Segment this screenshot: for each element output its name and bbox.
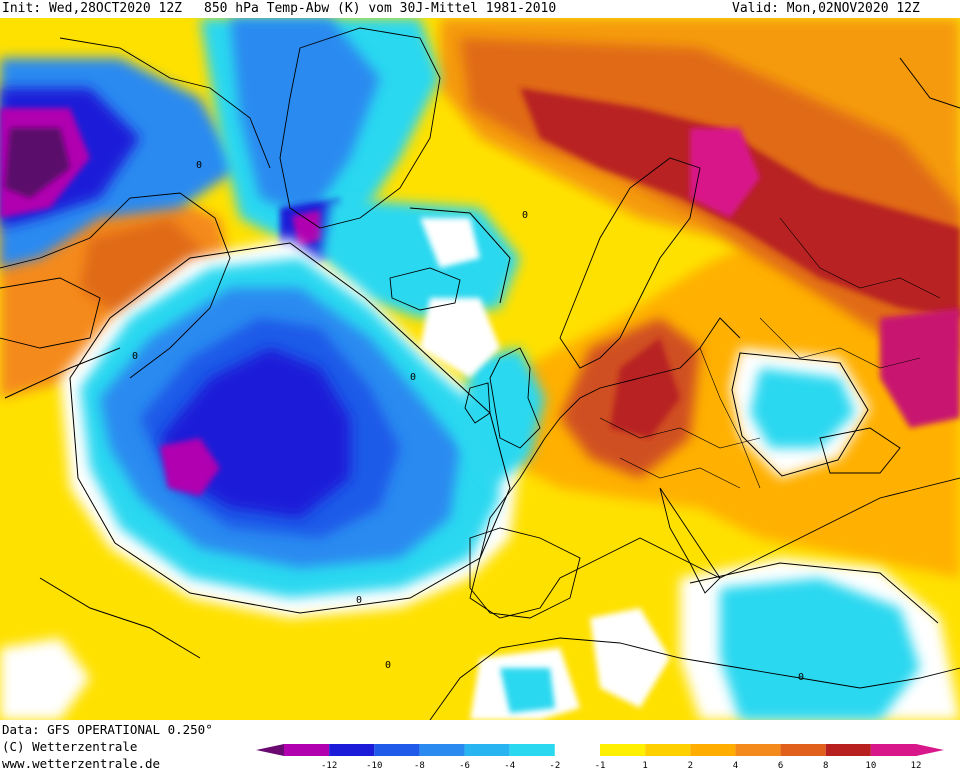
- legend-tick-label: -12: [321, 761, 337, 771]
- legend-arrow-high: [916, 744, 944, 756]
- init-time-label: Init: Wed,28OCT2020 12Z: [2, 1, 183, 16]
- legend-swatch: [645, 744, 691, 756]
- copyright-label: (C) Wetterzentrale: [2, 739, 138, 754]
- legend-swatch: [329, 744, 375, 756]
- legend-swatch: [509, 744, 555, 756]
- legend-swatch: [690, 744, 736, 756]
- legend-swatch: [464, 744, 510, 756]
- legend-color-bar: [256, 744, 944, 756]
- svg-text:0: 0: [356, 595, 362, 606]
- legend-swatch: [825, 744, 871, 756]
- map-title: 850 hPa Temp-Abw (K) vom 30J-Mittel 1981…: [204, 1, 557, 16]
- legend-tick-label: -2: [549, 761, 560, 771]
- legend-swatch: [374, 744, 420, 756]
- legend-tick-label: -1: [595, 761, 606, 771]
- legend-tick-label: -8: [414, 761, 425, 771]
- svg-text:0: 0: [410, 372, 416, 383]
- legend-swatch: [419, 744, 465, 756]
- svg-text:0: 0: [385, 660, 391, 671]
- coastlines-borders: [0, 27, 960, 720]
- data-source-label: Data: GFS OPERATIONAL 0.250°: [2, 722, 213, 737]
- legend-swatch: [284, 744, 330, 756]
- zero-contour-lines: [4, 57, 960, 659]
- svg-text:0: 0: [196, 160, 202, 171]
- legend-swatch: [600, 744, 646, 756]
- valid-time-label: Valid: Mon,02NOV2020 12Z: [732, 1, 920, 16]
- color-legend: -12 -10 -8 -6 -4 -2 -1 1 2 4 6 8 10 12: [256, 744, 944, 771]
- legend-swatch: [780, 744, 826, 756]
- legend-tick-label: 10: [865, 761, 876, 771]
- legend-tick-label: 2: [688, 761, 693, 771]
- legend-tick-label: -4: [504, 761, 515, 771]
- svg-text:0: 0: [132, 351, 138, 362]
- anomaly-cold-zones: [0, 18, 960, 720]
- legend-tick-label: -10: [366, 761, 382, 771]
- legend-tick-label: 1: [642, 761, 647, 771]
- contour-zero-labels: 0 0 0 0 0 0 0: [132, 160, 804, 683]
- legend-swatch: [870, 744, 916, 756]
- svg-text:0: 0: [798, 672, 804, 683]
- legend-arrow-low: [256, 744, 284, 756]
- svg-text:0: 0: [522, 210, 528, 221]
- legend-tick-label: 8: [823, 761, 828, 771]
- legend-tick-label: 12: [911, 761, 922, 771]
- legend-swatch: [735, 744, 781, 756]
- legend-tick-label: -6: [459, 761, 470, 771]
- legend-tick-label: 4: [733, 761, 738, 771]
- map-header: Init: Wed,28OCT2020 12Z 850 hPa Temp-Abw…: [0, 0, 960, 18]
- temperature-anomaly-map: 0 0 0 0 0 0 0: [0, 18, 960, 720]
- legend-tick-label: 6: [778, 761, 783, 771]
- website-link[interactable]: www.wetterzentrale.de: [2, 756, 161, 771]
- legend-tick-labels: -12 -10 -8 -6 -4 -2 -1 1 2 4 6 8 10 12: [321, 761, 921, 771]
- legend-swatch: [554, 744, 600, 756]
